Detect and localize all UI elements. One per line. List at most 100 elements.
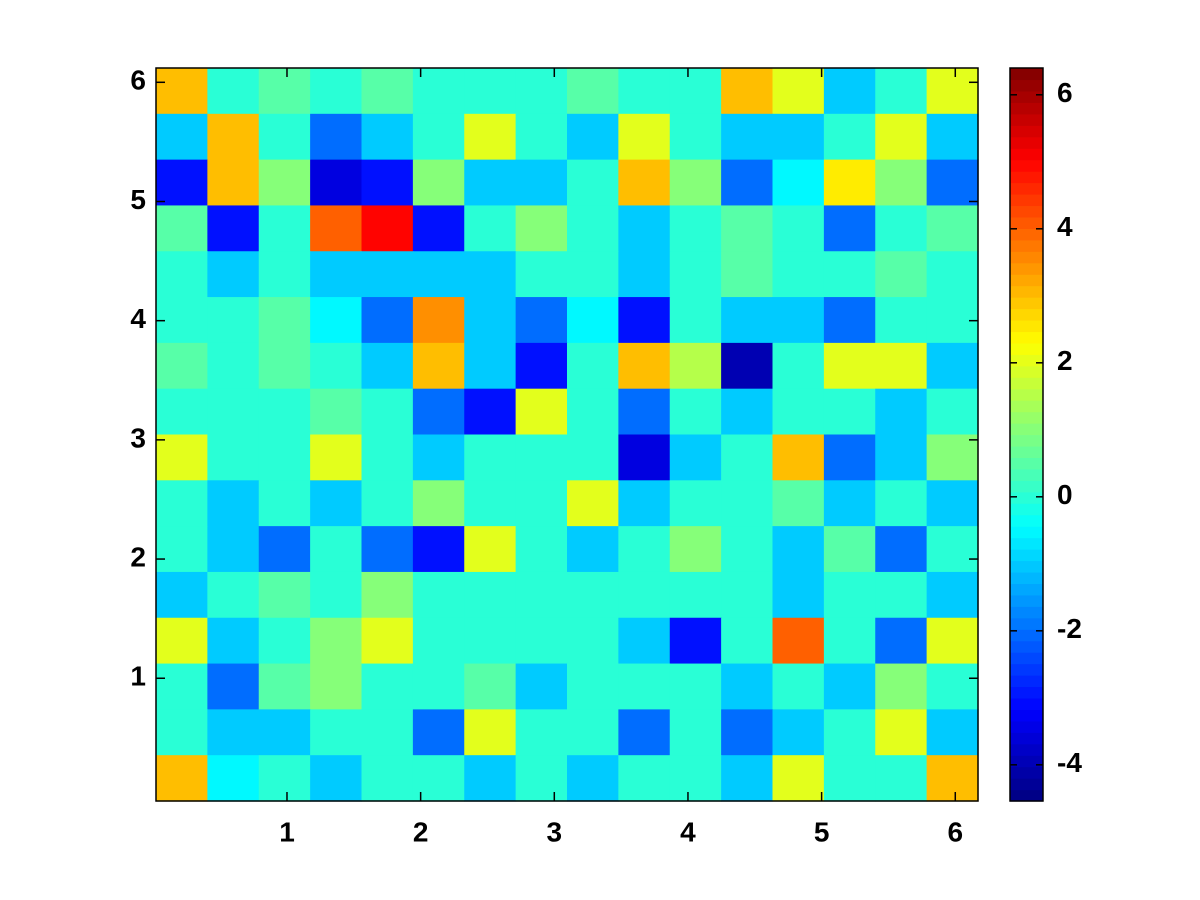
cell bbox=[772, 434, 825, 481]
colorbar-tick-label: 6 bbox=[1057, 77, 1073, 108]
cell bbox=[464, 663, 517, 710]
cell bbox=[258, 159, 311, 207]
colorbar-swatch bbox=[1010, 617, 1043, 630]
colorbar-tick-label: -2 bbox=[1057, 613, 1082, 644]
cell bbox=[823, 251, 876, 298]
colorbar-swatch bbox=[1010, 755, 1043, 768]
cell bbox=[669, 480, 722, 527]
cell bbox=[361, 755, 414, 802]
colorbar-swatch bbox=[1010, 319, 1043, 333]
colorbar-swatch bbox=[1010, 491, 1043, 504]
cell bbox=[258, 68, 311, 115]
cell bbox=[618, 526, 671, 573]
axes-overlay: -4 -2 0 2 4 6 1 2 3 4 5 6 1 2 3 4 5 6 bbox=[130, 65, 1082, 848]
cell bbox=[464, 617, 517, 665]
cell bbox=[258, 113, 311, 161]
cell bbox=[464, 709, 517, 756]
cell bbox=[926, 480, 979, 527]
cell bbox=[823, 205, 876, 252]
cell bbox=[412, 526, 465, 573]
cell bbox=[464, 571, 517, 619]
cell bbox=[412, 755, 465, 802]
cell bbox=[207, 571, 260, 619]
cell bbox=[823, 113, 876, 161]
cell bbox=[926, 251, 979, 298]
colorbar-swatch bbox=[1010, 136, 1043, 149]
cell bbox=[207, 526, 260, 573]
cell bbox=[669, 709, 722, 756]
cell bbox=[721, 480, 774, 527]
colorbar-swatch bbox=[1010, 675, 1043, 688]
cell bbox=[464, 205, 517, 252]
cell bbox=[618, 709, 671, 756]
x-tick-label: 1 bbox=[279, 816, 295, 847]
cell bbox=[258, 388, 311, 436]
cell bbox=[207, 113, 260, 161]
colorbar-swatch bbox=[1010, 686, 1043, 699]
colorbar-swatch bbox=[1010, 182, 1043, 195]
y-tick-label: 1 bbox=[130, 661, 146, 692]
colorbar-tick-label: -4 bbox=[1057, 747, 1082, 778]
cell bbox=[823, 571, 876, 619]
cell bbox=[823, 617, 876, 665]
cell bbox=[926, 617, 979, 665]
colorbar-swatch bbox=[1010, 732, 1043, 745]
cell bbox=[361, 388, 414, 436]
colorbar-swatch bbox=[1010, 365, 1043, 378]
colorbar-swatch bbox=[1010, 652, 1043, 665]
colorbar bbox=[1010, 68, 1043, 802]
cell bbox=[875, 434, 928, 481]
cell bbox=[772, 68, 825, 115]
colorbar-swatch bbox=[1010, 125, 1043, 138]
cell bbox=[772, 571, 825, 619]
colorbar-swatch bbox=[1010, 388, 1043, 401]
cell bbox=[310, 434, 363, 481]
cell bbox=[515, 205, 568, 252]
cell bbox=[926, 663, 979, 710]
cell bbox=[156, 755, 208, 802]
colorbar-swatch bbox=[1010, 262, 1043, 275]
colorbar-swatch bbox=[1010, 606, 1043, 619]
cell bbox=[567, 755, 619, 802]
colorbar-swatch bbox=[1010, 697, 1043, 710]
cell bbox=[823, 342, 876, 390]
cell bbox=[207, 251, 260, 298]
x-tick-label: 6 bbox=[947, 816, 963, 847]
cell bbox=[721, 342, 774, 390]
cell bbox=[156, 388, 208, 436]
cell bbox=[412, 159, 465, 207]
cell bbox=[772, 617, 825, 665]
cell bbox=[156, 617, 208, 665]
cell bbox=[207, 342, 260, 390]
cell bbox=[156, 113, 208, 161]
cell bbox=[412, 388, 465, 436]
cell bbox=[412, 480, 465, 527]
cell bbox=[875, 480, 928, 527]
cell bbox=[721, 571, 774, 619]
colorbar-swatch bbox=[1010, 205, 1043, 218]
cell bbox=[515, 663, 568, 710]
cell bbox=[618, 755, 671, 802]
cell bbox=[823, 480, 876, 527]
cell bbox=[926, 755, 979, 802]
cell bbox=[618, 297, 671, 344]
cell bbox=[464, 388, 517, 436]
cell bbox=[721, 709, 774, 756]
cell bbox=[464, 251, 517, 298]
colorbar-swatch bbox=[1010, 297, 1043, 310]
cell bbox=[207, 205, 260, 252]
colorbar-swatch bbox=[1010, 251, 1043, 264]
cell bbox=[156, 68, 208, 115]
cell bbox=[823, 434, 876, 481]
cell bbox=[464, 159, 517, 207]
cell bbox=[207, 663, 260, 710]
cell bbox=[156, 709, 208, 756]
cell bbox=[669, 297, 722, 344]
cell bbox=[823, 68, 876, 115]
cell bbox=[618, 68, 671, 115]
cell bbox=[310, 251, 363, 298]
cell bbox=[207, 297, 260, 344]
cell bbox=[669, 434, 722, 481]
cell bbox=[567, 480, 619, 527]
